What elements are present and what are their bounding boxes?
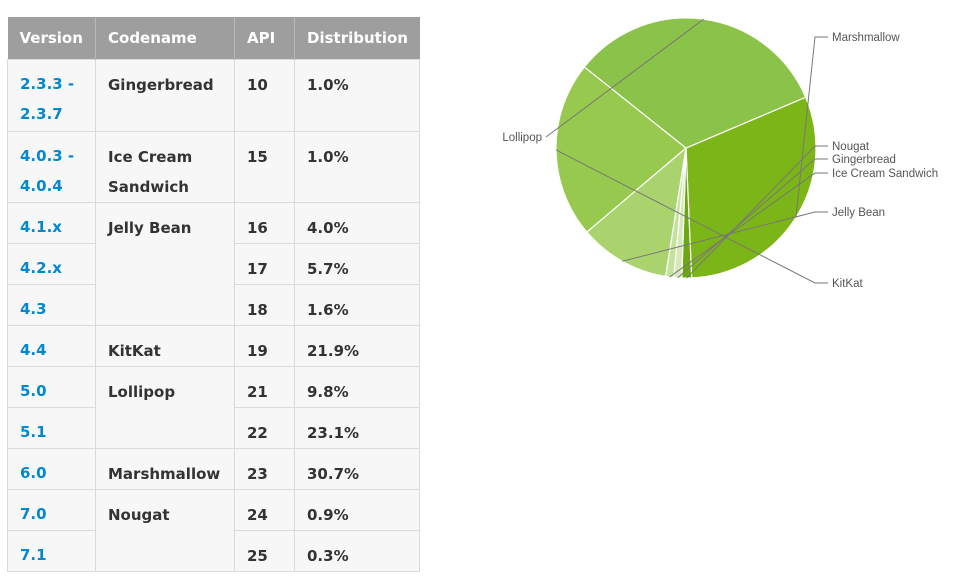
distribution-cell: 30.7% — [293, 447, 421, 490]
pie-label-jelly-bean: Jelly Bean — [832, 207, 885, 219]
codename-cell: Gingerbread — [95, 58, 235, 132]
table-row: 4.4 KitKat 19 21.9% — [7, 324, 421, 367]
codename-cell: Ice Cream Sandwich — [95, 130, 235, 203]
table-header-row: Version Codename API Distribution — [7, 17, 420, 59]
table-row: 7.1 25 0.3% — [7, 529, 421, 572]
leader-line-lollipop — [545, 18, 704, 138]
header-version: Version — [7, 17, 96, 59]
distribution-cell: 21.9% — [293, 324, 421, 367]
api-cell: 21 — [234, 365, 295, 408]
version-link[interactable]: 4.2.x — [7, 242, 96, 285]
api-cell: 18 — [234, 283, 295, 326]
distribution-cell: 23.1% — [293, 406, 421, 449]
leader-line-jelly-bean — [622, 211, 828, 262]
distribution-cell: 4.0% — [293, 201, 421, 244]
pie-label-marshmallow: Marshmallow — [832, 32, 900, 44]
version-link[interactable]: 7.0 — [7, 488, 96, 531]
version-link[interactable]: 5.0 — [7, 365, 96, 408]
pie-label-nougat: Nougat — [832, 141, 870, 153]
table-row: 4.1.x Jelly Bean 16 4.0% — [7, 201, 421, 326]
api-cell: 25 — [234, 529, 295, 572]
table-row: 4.2.x 17 5.7% — [7, 242, 421, 285]
pie-label-ice-cream-sandwich: Ice Cream Sandwich — [832, 168, 938, 180]
version-link[interactable]: 2.3.3 - 2.3.7 — [7, 58, 96, 132]
api-cell: 15 — [234, 130, 295, 203]
header-api: API — [234, 17, 295, 59]
header-codename: Codename — [95, 17, 235, 59]
api-cell: 22 — [234, 406, 295, 449]
table-row: 4.0.3 - 4.0.4 Ice Cream Sandwich 15 1.0% — [7, 130, 421, 203]
api-cell: 24 — [234, 488, 295, 531]
table-row: 6.0 Marshmallow 23 30.7% — [7, 447, 421, 490]
table-row: 2.3.3 - 2.3.7 Gingerbread 10 1.0% — [7, 58, 421, 132]
distribution-cell: 0.9% — [293, 488, 421, 531]
version-link[interactable]: 4.3 — [7, 283, 96, 326]
table-row: 5.0 Lollipop 21 9.8% — [7, 365, 421, 449]
pie-label-gingerbread: Gingerbread — [832, 154, 896, 166]
api-cell: 16 — [234, 201, 295, 244]
table-row: 4.3 18 1.6% — [7, 283, 421, 326]
distribution-cell: 1.0% — [293, 130, 421, 203]
codename-cell: Lollipop — [95, 365, 235, 449]
table-row: 7.0 Nougat 24 0.9% — [7, 488, 421, 572]
distribution-cell: 5.7% — [293, 242, 421, 285]
api-cell: 17 — [234, 242, 295, 285]
version-link[interactable]: 4.1.x — [7, 201, 96, 244]
leader-line-kitkat — [555, 149, 828, 284]
distribution-table: Version Codename API Distribution 2.3.3 … — [7, 17, 421, 572]
leader-line-marshmallow — [795, 36, 828, 218]
leader-line-ice-cream-sandwich — [669, 172, 828, 278]
codename-cell: KitKat — [95, 324, 235, 367]
distribution-cell: 1.6% — [293, 283, 421, 326]
api-cell: 23 — [234, 447, 295, 490]
api-cell: 19 — [234, 324, 295, 367]
version-link[interactable]: 7.1 — [7, 529, 96, 572]
distribution-cell: 9.8% — [293, 365, 421, 408]
pie-chart: Marshmallow Nougat Gingerbread Ice Cream Sa… — [490, 10, 960, 300]
codename-cell: Nougat — [95, 488, 235, 572]
table-row: 5.1 22 23.1% — [7, 406, 421, 449]
version-link[interactable]: 6.0 — [7, 447, 96, 490]
version-link[interactable]: 4.4 — [7, 324, 96, 367]
api-cell: 10 — [234, 58, 295, 132]
pie-label-lollipop: Lollipop — [502, 132, 542, 144]
distribution-cell: 0.3% — [293, 529, 421, 572]
codename-cell: Marshmallow — [95, 447, 235, 490]
pie-label-kitkat: KitKat — [832, 278, 863, 290]
codename-cell: Jelly Bean — [95, 201, 235, 326]
version-link[interactable]: 4.0.3 - 4.0.4 — [7, 130, 96, 203]
header-distribution: Distribution — [294, 17, 420, 59]
distribution-cell: 1.0% — [293, 58, 421, 132]
version-link[interactable]: 5.1 — [7, 406, 96, 449]
